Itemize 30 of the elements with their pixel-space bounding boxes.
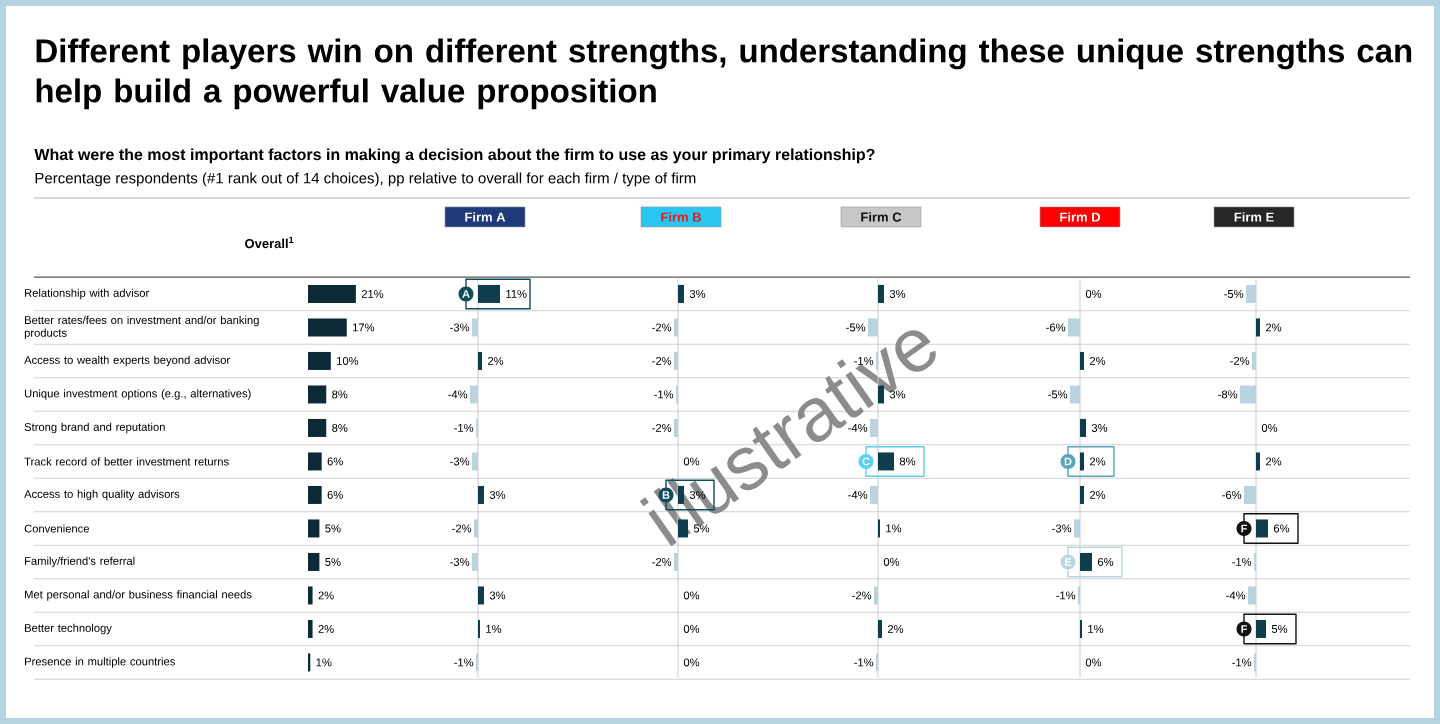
bar [478,485,485,504]
bar [1068,318,1081,337]
bar [878,284,884,303]
bar [308,519,320,538]
bar [1256,519,1269,538]
bar [472,318,479,337]
bar [308,452,322,471]
bar [1240,385,1257,404]
bar [478,284,501,303]
bar [470,385,479,404]
bar [1256,619,1267,638]
bar [308,552,320,571]
bar [1070,385,1081,404]
bar [308,351,331,370]
bar [478,586,485,605]
bar [1080,552,1093,571]
text: Different players win on different strengths, understanding these unique strengths can help build a powerful value proposition [36,38,1412,110]
bar [1246,284,1257,303]
bar [1244,485,1257,504]
bar [472,452,479,471]
bar [1248,586,1257,605]
bar [308,318,347,337]
bar [472,552,479,571]
text: What were the most important factors in making a decision about the firm to use as your primary relationship? [34,148,875,164]
bar [308,284,356,303]
bar [308,485,322,504]
bar [308,385,327,404]
bar [1074,519,1081,538]
bar [1080,418,1087,437]
bar [308,418,327,437]
